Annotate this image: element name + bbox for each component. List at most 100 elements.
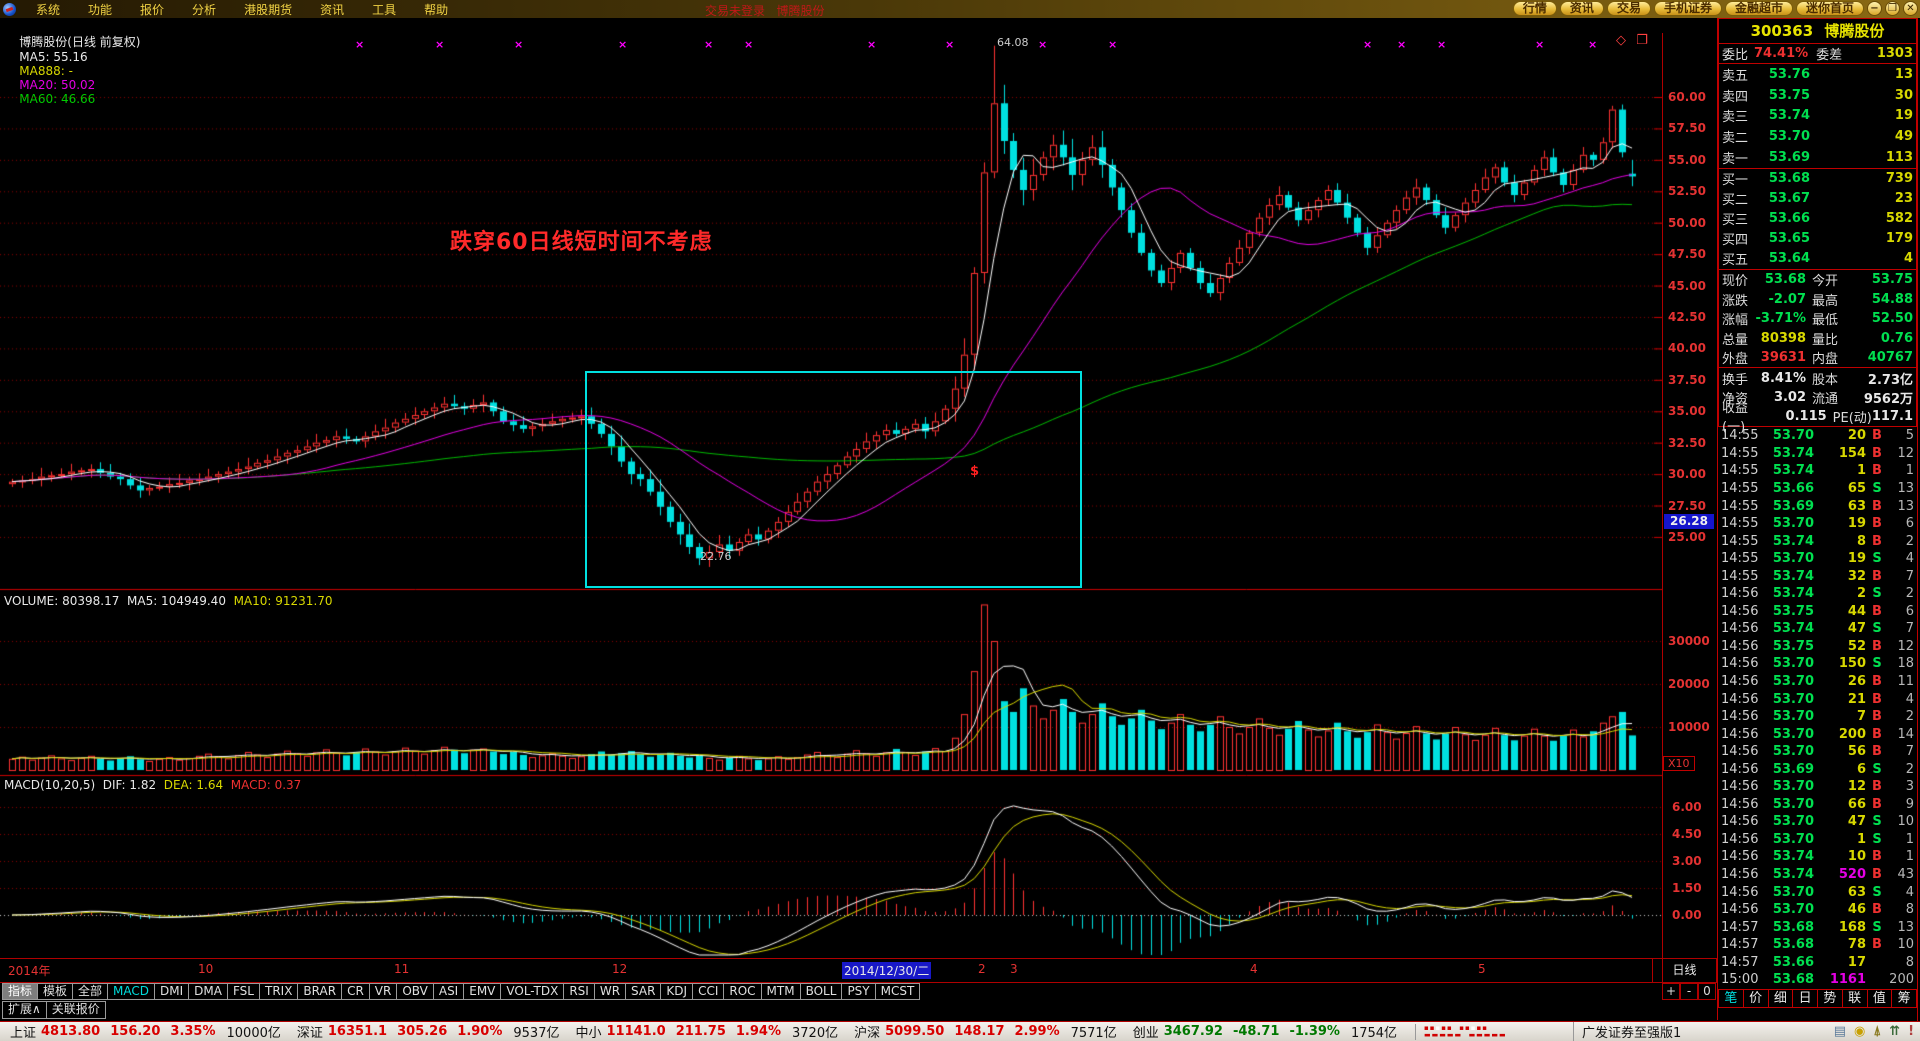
tick-row-10[interactable]: 14:56 53.75 44 B 6 (1718, 603, 1917, 621)
indicator-tab-EMV[interactable]: EMV (464, 983, 502, 1000)
ask-row-5[interactable]: 卖五 53.76 13 (1722, 66, 1913, 84)
tick-row-27[interactable]: 14:56 53.70 46 B 8 (1718, 901, 1917, 919)
ask-row-2[interactable]: 卖二 53.70 49 (1722, 129, 1913, 147)
indicator-tab-ROC[interactable]: ROC (724, 983, 762, 1000)
indicator-tab-MTM[interactable]: MTM (761, 983, 801, 1000)
tick-tab-值[interactable]: 值 (1868, 990, 1893, 1008)
bid-row-4[interactable]: 买四 53.65 179 (1722, 231, 1913, 249)
menu-5[interactable]: 资讯 (320, 2, 345, 17)
indicator-tab-WR[interactable]: WR (594, 983, 627, 1000)
tick-row-2[interactable]: 14:55 53.74 1 B 1 (1718, 462, 1917, 480)
diamond-marker-icon[interactable]: ◇ (1616, 33, 1626, 48)
tick-row-17[interactable]: 14:56 53.70 200 B 14 (1718, 725, 1917, 743)
alert-icon[interactable]: ! (1908, 1024, 1914, 1039)
tick-row-20[interactable]: 14:56 53.70 12 B 3 (1718, 778, 1917, 796)
tick-row-11[interactable]: 14:56 53.74 47 S 7 (1718, 620, 1917, 638)
tick-row-19[interactable]: 14:56 53.69 6 S 2 (1718, 760, 1917, 778)
tick-row-8[interactable]: 14:55 53.74 32 B 7 (1718, 567, 1917, 585)
ask-row-4[interactable]: 卖四 53.75 30 (1722, 87, 1913, 105)
menu-6[interactable]: 工具 (372, 2, 397, 17)
zoom-reset-button[interactable]: 0 (1698, 983, 1716, 1000)
indicator-tab-全部[interactable]: 全部 (73, 983, 109, 1000)
indicator-tab-模板[interactable]: 模板 (38, 983, 74, 1000)
candlestick-chart-canvas[interactable] (0, 33, 1662, 958)
tick-row-15[interactable]: 14:56 53.70 21 B 4 (1718, 690, 1917, 708)
tick-row-29[interactable]: 14:57 53.68 78 B 10 (1718, 936, 1917, 954)
antenna-icon[interactable]: ⍋ (1873, 1024, 1882, 1039)
indicator-tab-VR[interactable]: VR (369, 983, 398, 1000)
bid-row-3[interactable]: 买三 53.66 582 (1722, 211, 1913, 229)
tick-row-0[interactable]: 14:55 53.70 20 B 5 (1718, 427, 1917, 445)
bid-row-2[interactable]: 买二 53.67 23 (1722, 191, 1913, 209)
ask-row-3[interactable]: 卖三 53.74 19 (1722, 108, 1913, 126)
tick-row-23[interactable]: 14:56 53.70 1 S 1 (1718, 831, 1917, 849)
ask-row-1[interactable]: 卖一 53.69 113 (1722, 150, 1913, 168)
indicator-tab-BOLL[interactable]: BOLL (800, 983, 843, 1000)
tick-tab-价[interactable]: 价 (1744, 990, 1769, 1008)
tick-row-21[interactable]: 14:56 53.70 66 B 9 (1718, 796, 1917, 814)
indicator-tab-ASI[interactable]: ASI (433, 983, 465, 1000)
menu-4[interactable]: 港股期货 (244, 2, 293, 17)
tick-row-22[interactable]: 14:56 53.70 47 S 10 (1718, 813, 1917, 831)
zoom-out-button[interactable]: - (1680, 983, 1698, 1000)
tick-tab-日[interactable]: 日 (1793, 990, 1818, 1008)
tick-tab-细[interactable]: 细 (1769, 990, 1794, 1008)
indicator-tab-CR[interactable]: CR (342, 983, 370, 1000)
tick-row-13[interactable]: 14:56 53.70 150 S 18 (1718, 655, 1917, 673)
tick-row-31[interactable]: 15:00 53.68 1161 200 (1718, 971, 1917, 989)
tick-tab-联[interactable]: 联 (1843, 990, 1868, 1008)
indicator-tab-FSL[interactable]: FSL (227, 983, 260, 1000)
indicator-tab-PSY[interactable]: PSY (842, 983, 876, 1000)
tick-row-6[interactable]: 14:55 53.74 8 B 2 (1718, 532, 1917, 550)
indicator-tab-指标[interactable]: 指标 (2, 983, 39, 1000)
indicator-tab-SAR[interactable]: SAR (626, 983, 662, 1000)
tick-row-28[interactable]: 14:57 53.68 168 S 13 (1718, 918, 1917, 936)
indicator-tab-TRIX[interactable]: TRIX (259, 983, 299, 1000)
menu-1[interactable]: 功能 (88, 2, 113, 17)
period-selector[interactable]: 日线 (1652, 958, 1717, 983)
tick-row-14[interactable]: 14:56 53.70 26 B 11 (1718, 673, 1917, 691)
indicator-tab-DMI[interactable]: DMI (155, 983, 190, 1000)
indicator-tab-BRAR[interactable]: BRAR (298, 983, 343, 1000)
quick-button-2[interactable]: 交易 (1606, 1, 1651, 16)
tick-row-5[interactable]: 14:55 53.70 19 B 6 (1718, 515, 1917, 533)
tick-row-1[interactable]: 14:55 53.74 154 B 12 (1718, 445, 1917, 463)
indicator-tab-KDJ[interactable]: KDJ (661, 983, 694, 1000)
tick-row-16[interactable]: 14:56 53.70 7 B 2 (1718, 708, 1917, 726)
close-button[interactable]: ✕ (1903, 1, 1918, 16)
expand-tab-1[interactable]: 关联报价 (46, 1001, 106, 1019)
tick-row-25[interactable]: 14:56 53.74 520 B 43 (1718, 866, 1917, 884)
indicator-tab-RSI[interactable]: RSI (564, 983, 595, 1000)
quick-button-1[interactable]: 资讯 (1559, 1, 1604, 16)
tick-row-26[interactable]: 14:56 53.70 63 S 4 (1718, 883, 1917, 901)
menu-2[interactable]: 报价 (140, 2, 165, 17)
indicator-tab-CCI[interactable]: CCI (693, 983, 725, 1000)
tick-row-12[interactable]: 14:56 53.75 52 B 12 (1718, 638, 1917, 656)
tick-row-7[interactable]: 14:55 53.70 19 S 4 (1718, 550, 1917, 568)
bid-row-5[interactable]: 买五 53.64 4 (1722, 251, 1913, 269)
speed-up-icon[interactable]: ⇈ (1889, 1024, 1901, 1039)
tick-row-30[interactable]: 14:57 53.66 17 8 (1718, 953, 1917, 971)
split-window-icon[interactable]: ❐ (1636, 33, 1648, 48)
bid-row-1[interactable]: 买一 53.68 739 (1722, 171, 1913, 189)
indicator-tab-OBV[interactable]: OBV (397, 983, 434, 1000)
indicator-tab-DMA[interactable]: DMA (189, 983, 228, 1000)
quick-button-0[interactable]: 行情 (1512, 1, 1557, 16)
tick-row-4[interactable]: 14:55 53.69 63 B 13 (1718, 497, 1917, 515)
quick-button-4[interactable]: 金融超市 (1724, 1, 1793, 16)
tick-tab-势[interactable]: 势 (1818, 990, 1843, 1008)
mini-trend-widget[interactable]: ▪▪▪▪▪ ▪▪▪▪▪ ▬▬▬▬▬ ▬▬▬▬▬ (1415, 1023, 1565, 1040)
menu-7[interactable]: 帮助 (424, 2, 449, 17)
tick-tab-笔[interactable]: 笔 (1719, 990, 1744, 1008)
restore-button[interactable]: ❐ (1885, 1, 1900, 16)
menu-3[interactable]: 分析 (192, 2, 217, 17)
expand-tab-0[interactable]: 扩展∧ (2, 1001, 47, 1019)
minimize-button[interactable]: − (1867, 1, 1882, 16)
tick-row-24[interactable]: 14:56 53.74 10 B 1 (1718, 848, 1917, 866)
tick-row-3[interactable]: 14:55 53.66 65 S 13 (1718, 480, 1917, 498)
tick-tab-筹[interactable]: 筹 (1897, 991, 1911, 1007)
message-list-icon[interactable]: ▤ (1833, 1024, 1846, 1039)
indicator-tab-VOL-TDX[interactable]: VOL-TDX (501, 983, 565, 1000)
indicator-tab-MACD[interactable]: MACD (108, 983, 156, 1000)
tick-row-9[interactable]: 14:56 53.74 2 S 2 (1718, 585, 1917, 603)
